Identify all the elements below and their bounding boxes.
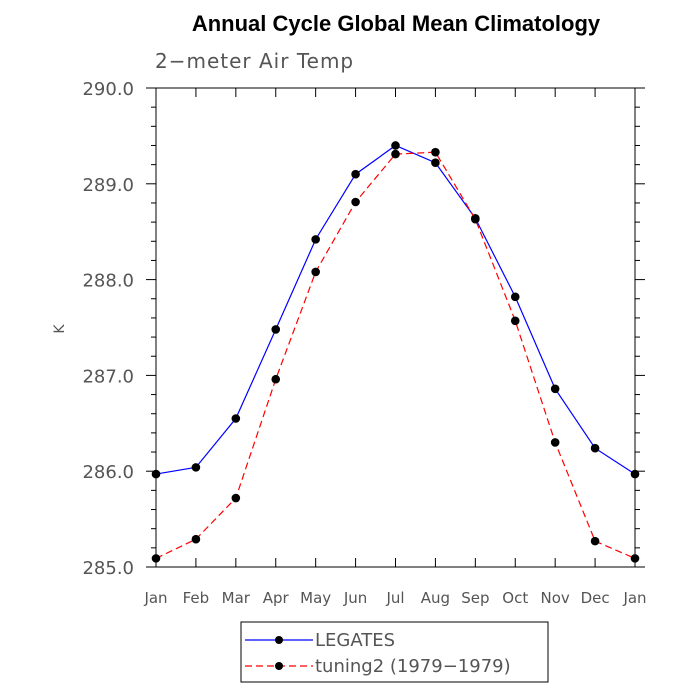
data-point <box>311 267 320 277</box>
series-layer <box>151 141 640 563</box>
y-axis-label: K <box>52 324 68 334</box>
legend-box <box>240 621 549 683</box>
y-tick-label: 290.0 <box>82 79 134 100</box>
data-point <box>351 169 360 179</box>
data-point <box>510 292 520 302</box>
y-tick-label: 286.0 <box>82 462 134 483</box>
x-tick-label: Jul <box>385 589 404 607</box>
y-tick-labels: 285.0 286.0 287.0 288.0 289.0 290.0 <box>82 79 134 579</box>
y-tick-label: 287.0 <box>82 366 134 387</box>
y-tick-label: 288.0 <box>82 271 134 292</box>
data-point <box>590 536 600 546</box>
x-tick-label: Nov <box>541 589 570 607</box>
data-point <box>431 158 440 168</box>
data-point <box>550 384 560 394</box>
x-tick-label: Jan <box>622 589 646 607</box>
data-point <box>431 147 440 157</box>
data-point <box>590 443 600 453</box>
axis-ticks <box>146 87 645 568</box>
data-point <box>311 235 320 244</box>
legend-label-tuning2: tuning2 (1979−1979) <box>315 656 511 677</box>
x-tick-label: Sep <box>461 589 489 607</box>
legend-marker-legates <box>275 636 283 644</box>
data-point <box>391 149 400 159</box>
x-tick-label: Jun <box>343 589 367 607</box>
x-tick-label: Dec <box>581 589 610 607</box>
data-point <box>471 214 480 224</box>
data-point <box>630 554 640 563</box>
data-point <box>510 316 520 326</box>
data-point <box>630 469 640 479</box>
data-point <box>191 463 201 472</box>
legend-label-legates: LEGATES <box>315 630 395 651</box>
legend: LEGATES tuning2 (1979−1979) <box>240 621 549 683</box>
x-tick-label: Feb <box>183 589 210 607</box>
series-line-1 <box>155 151 636 559</box>
data-point <box>550 438 560 447</box>
data-point <box>271 374 281 384</box>
x-tick-label: Mar <box>222 589 251 607</box>
x-tick-label: May <box>300 589 331 607</box>
plot-frame <box>155 87 636 568</box>
chart-subtitle: 2−meter Air Temp <box>155 49 354 73</box>
data-point <box>271 325 281 334</box>
y-tick-label: 289.0 <box>82 175 134 196</box>
data-point <box>351 197 360 207</box>
x-tick-label: Oct <box>502 589 528 607</box>
x-tick-label: Aug <box>421 589 450 607</box>
chart-title: Annual Cycle Global Mean Climatology <box>192 11 601 36</box>
data-point <box>151 469 161 479</box>
x-tick-label: Apr <box>263 589 290 607</box>
series-line-0 <box>155 144 636 475</box>
legend-marker-tuning2 <box>275 662 283 670</box>
data-point <box>191 534 201 544</box>
data-point <box>231 414 241 423</box>
x-tick-labels: Jan Feb Mar Apr May Jun Jul Aug Sep Oct Nov Dec Jan <box>143 589 646 607</box>
y-tick-label: 285.0 <box>82 558 134 579</box>
data-point <box>231 493 241 503</box>
x-tick-label: Jan <box>143 589 167 607</box>
data-point <box>391 141 400 150</box>
data-point <box>151 554 161 563</box>
